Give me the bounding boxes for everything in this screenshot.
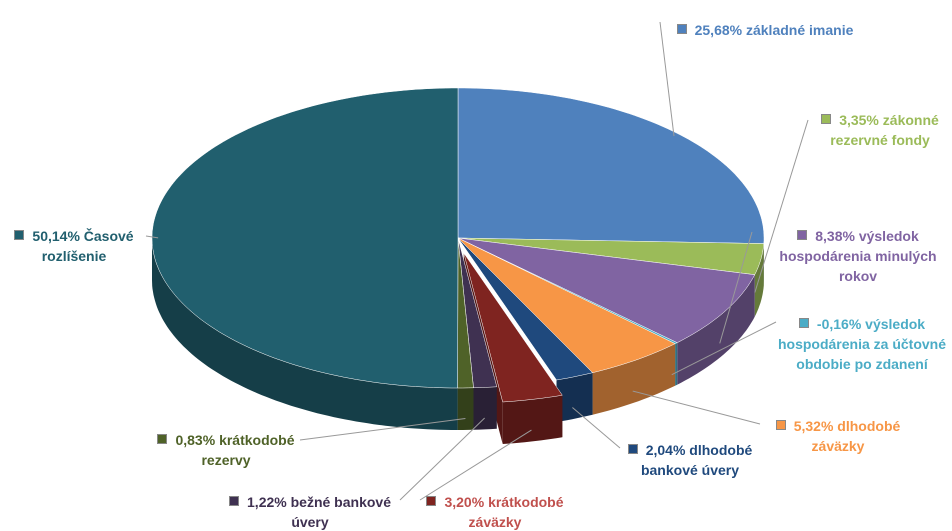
label-marker [14,230,25,240]
slice-side [677,274,755,385]
value-label: 8,38% [815,228,855,244]
slice [463,253,563,403]
label-marker [676,24,687,34]
category-label: zákonné rezervné fondy [830,112,939,148]
value-label: 2,04% [645,442,686,458]
leader-line [299,418,466,441]
slice-side [473,386,497,430]
label-marker [797,230,808,240]
value-label: -0,16% [816,316,862,332]
category-label: bežné bankové úvery [290,494,391,530]
leader-line [419,429,532,501]
label-marker [798,318,809,328]
leader-line [671,321,777,376]
value-label: 5,32% [793,418,834,434]
leader-line [572,407,621,449]
label-marker [821,114,832,124]
leader-line [632,390,761,425]
leader-line [659,21,675,137]
slice-side [152,238,458,430]
slice-side [592,343,676,415]
value-label: 3,35% [839,112,879,128]
category-label: krátkodobé rezervy [201,432,295,468]
slice-side [556,372,593,422]
category-label: Časové rozlíšenie [41,228,134,264]
category-label: dlhodobé bankové úvery [640,442,753,478]
label-marker [775,420,786,430]
data-label: 50,14% Časové rozlíšenie [4,226,144,266]
data-label: 25,68% základné imanie [635,20,895,40]
category-label: dlhodobé záväzky [811,418,901,454]
leader-line [399,417,485,501]
value-label: 3,20% [444,494,485,510]
slice [457,87,765,244]
slice [457,237,594,381]
data-label: 2,04% dlhodobé bankové úvery [615,440,765,480]
slice [151,87,459,389]
label-marker [627,444,638,454]
data-label: 5,32% dlhodobé záväzky [763,416,913,456]
value-label: 1,22% [247,494,287,510]
label-marker [229,496,240,506]
data-label: 3,20% krátkodobé záväzky [410,492,580,531]
category-label: krátkodobé záväzky [468,494,564,530]
leader-line [145,235,159,239]
slice-side [754,243,764,317]
category-label: výsledok hospodárenia za účtovné obdobie… [777,316,947,372]
leader-line [719,231,753,344]
leader-line [754,119,809,293]
value-label: 25,68% [694,22,743,38]
data-label: 3,35% zákonné rezervné fondy [810,110,950,150]
category-label: výsledok hospodárenia minulých rokov [779,228,937,284]
label-marker [157,434,168,444]
slice-side [675,342,678,386]
data-label: -0,16% výsledok hospodárenia za účtovné … [777,314,947,374]
label-marker [426,496,437,506]
category-label: základné imanie [745,22,854,38]
slice [457,237,676,373]
value-label: 0,83% [175,432,216,448]
slice [457,237,765,275]
value-label: 50,14% [32,228,80,244]
data-label: 8,38% výsledok hospodárenia minulých rok… [778,226,938,286]
slice-side [457,387,474,430]
slice [457,237,756,343]
data-label: 0,83% krátkodobé rezervy [146,430,306,470]
data-label: 1,22% bežné bankové úvery [220,492,400,531]
